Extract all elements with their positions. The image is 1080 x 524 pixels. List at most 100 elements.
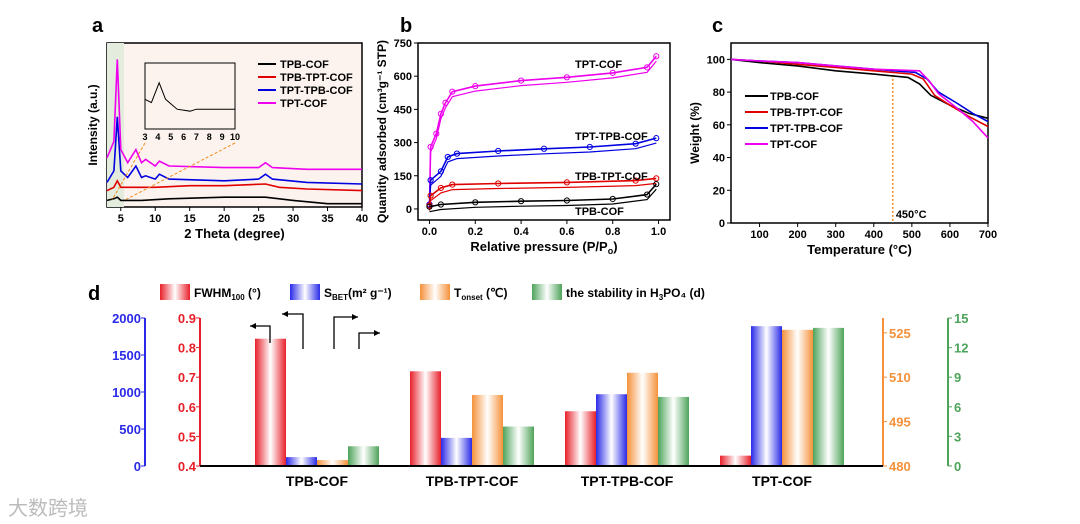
b-xlabel: Relative pressure (P/Po) — [470, 239, 617, 256]
data-point — [449, 181, 456, 188]
a-inset-tick: 6 — [181, 132, 186, 142]
data-point — [472, 199, 479, 206]
a-legend-label: TPT-COF — [280, 98, 327, 110]
d-tick-label: 0.9 — [178, 311, 196, 326]
d-legend-label: FWHM100 (°) — [194, 286, 261, 302]
xlabel-end: ) — [613, 239, 617, 254]
d-category-label: TPT-COF — [752, 473, 812, 489]
b-frame — [417, 42, 671, 221]
c-ytick-label: 0 — [719, 218, 725, 230]
a-legend-label: TPT-TPB-COF — [280, 85, 353, 97]
d-legend-label: SBET(m² g⁻¹) — [324, 286, 392, 302]
c-xtick-label: 400 — [865, 229, 883, 241]
b-xtick-label: 0.4 — [513, 226, 529, 238]
b-line-TPT-TPB-COF-desorption — [428, 142, 657, 210]
a-xtick-label: 15 — [184, 213, 196, 225]
c-ytick-label: 20 — [713, 185, 725, 197]
a-xtick-label: 20 — [218, 213, 230, 225]
d-legend-label: Tonset (℃) — [454, 286, 508, 302]
data-point — [449, 88, 456, 95]
c-ytick-label: 60 — [713, 120, 725, 132]
d-bar-3-0 — [348, 446, 379, 466]
b-series-label: TPT-TPB-COF — [575, 131, 648, 143]
panel-label-a: a — [92, 15, 104, 37]
d-tick-label: 15 — [954, 311, 968, 326]
c-xtick-label: 600 — [941, 229, 959, 241]
d-bar-0-3 — [720, 455, 751, 466]
d-tick-label: 0.5 — [178, 429, 196, 444]
a-xtick-label: 5 — [118, 213, 124, 225]
d-bar-1-1 — [441, 437, 472, 466]
d-tick-label: 12 — [954, 341, 968, 356]
a-inset-line — [144, 81, 235, 112]
c-line-TPT-COF — [730, 58, 989, 139]
d-tick-label: 0 — [134, 459, 141, 474]
d-tick-label: 3 — [954, 429, 961, 444]
a-xtick-label: 10 — [149, 213, 161, 225]
c-annotation: 450°C — [896, 209, 927, 221]
d-tick-label: 500 — [119, 422, 141, 437]
a-inset-tick: 3 — [142, 132, 147, 142]
data-point — [643, 64, 651, 71]
d-bar-0-0 — [255, 338, 286, 466]
d-tick-label: 2000 — [112, 311, 141, 326]
a-inset-tick: 4 — [155, 132, 160, 142]
data-point — [517, 77, 525, 84]
panel-label-b: b — [400, 15, 412, 37]
data-point — [437, 184, 445, 192]
d-bar-1-3 — [751, 326, 782, 466]
d-tick-label: 525 — [889, 326, 911, 341]
d-axis-arrow — [282, 313, 304, 349]
d-arrowhead — [352, 314, 358, 320]
a-xtick-label: 25 — [252, 213, 264, 225]
a-inset-tick: 9 — [220, 132, 225, 142]
data-point — [444, 153, 451, 161]
data-point — [427, 192, 434, 199]
d-tick-label: 0.4 — [178, 459, 197, 474]
data-point — [495, 147, 502, 155]
data-point — [653, 135, 660, 142]
d-tick-label: 1000 — [112, 385, 141, 400]
a-line-TPT-TPB-COF — [106, 116, 363, 185]
d-bar-0-1 — [410, 371, 441, 466]
a-xtick-label: 30 — [287, 213, 299, 225]
b-xtick-label: 0.0 — [422, 226, 437, 238]
a-xtick-label: 40 — [356, 213, 368, 225]
d-arrowhead — [250, 323, 256, 329]
data-point — [632, 177, 639, 184]
a-line-TPB-COF — [106, 196, 362, 205]
b-ytick-label: 300 — [394, 138, 412, 150]
d-tick-label: 480 — [889, 459, 911, 474]
d-tick-label: 510 — [889, 370, 911, 385]
a-zoom-guide — [124, 142, 236, 201]
data-point — [563, 74, 571, 81]
b-line-TPT-COF-desorption — [428, 60, 657, 210]
data-point — [586, 143, 593, 151]
data-point — [563, 197, 571, 204]
a-inset-tick: 7 — [194, 132, 199, 142]
a-inset-tick: 8 — [207, 132, 212, 142]
d-tick-label: 6 — [954, 400, 961, 415]
c-legend-label: TPT-TPB-COF — [770, 123, 843, 135]
data-point — [426, 203, 433, 210]
d-category-label: TPT-TPB-COF — [581, 473, 674, 489]
d-tick-label: 0.6 — [178, 400, 196, 415]
a-zoom-guide — [111, 142, 146, 201]
data-point — [643, 191, 651, 198]
d-legend-swatch — [532, 284, 562, 300]
panel-label-d: d — [88, 283, 100, 305]
a-inset-tick: 10 — [230, 132, 240, 142]
a-legend-label: TPB-TPT-COF — [280, 72, 353, 84]
d-category-label: TPB-TPT-COF — [426, 473, 519, 489]
d-tick-label: 1500 — [112, 348, 141, 363]
b-series-label: TPB-TPT-COF — [575, 171, 648, 183]
c-ytick-label: 40 — [713, 153, 725, 165]
b-ytick-label: 750 — [394, 38, 412, 50]
watermark: 大数跨境 — [8, 496, 88, 520]
b-line-TPB-TPT-COF-desorption — [428, 182, 657, 211]
b-ytick-label: 450 — [394, 104, 412, 116]
xlabel-sub: o — [608, 246, 614, 256]
d-bar-2-1 — [472, 394, 503, 466]
